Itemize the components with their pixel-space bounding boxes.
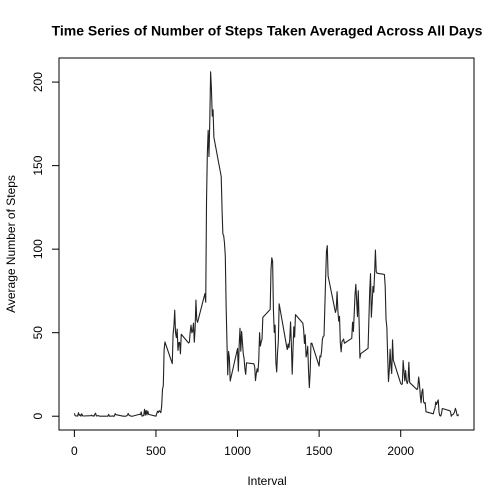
y-tick-label: 0 xyxy=(31,413,45,420)
x-tick-label: 1500 xyxy=(306,444,333,458)
x-tick-label: 0 xyxy=(71,444,78,458)
chart-title: Time Series of Number of Steps Taken Ave… xyxy=(52,23,483,39)
y-tick-label: 50 xyxy=(31,326,45,340)
x-tick-label: 2000 xyxy=(387,444,414,458)
x-tick-label: 1000 xyxy=(224,444,251,458)
x-axis-label: Interval xyxy=(247,474,286,488)
line xyxy=(73,71,460,417)
x-tick-label: 500 xyxy=(146,444,166,458)
y-axis-label: Average Number of Steps xyxy=(4,175,18,313)
plot-box xyxy=(58,57,475,431)
y-tick-label: 100 xyxy=(31,239,45,259)
y-tick-label: 150 xyxy=(31,155,45,175)
y-tick-label: 200 xyxy=(31,72,45,92)
